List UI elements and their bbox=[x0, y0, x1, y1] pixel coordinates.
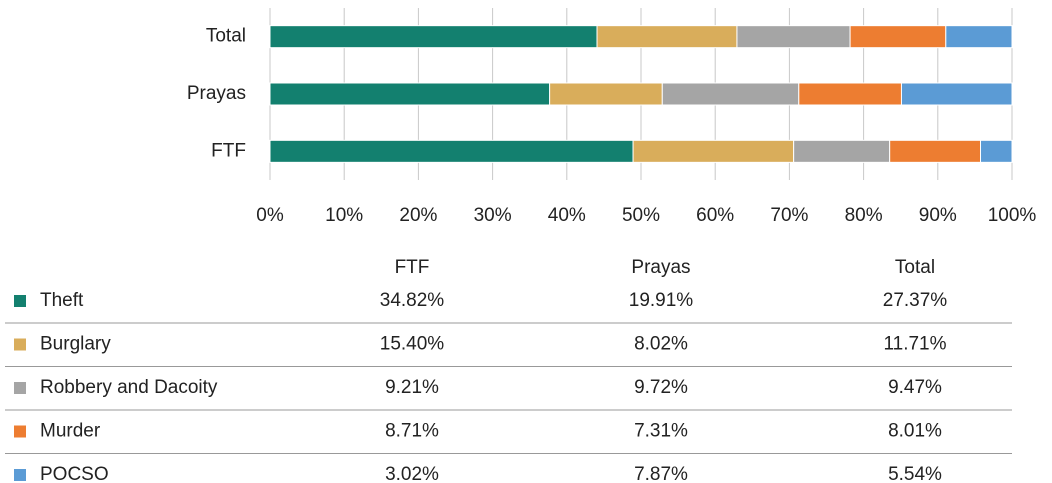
bar-segment bbox=[632, 139, 795, 163]
bar-segment bbox=[980, 139, 1013, 163]
legend-swatch bbox=[14, 425, 26, 438]
bar-segment bbox=[549, 82, 663, 106]
table-cell: 9.21% bbox=[385, 377, 439, 398]
legend-label: Theft bbox=[40, 290, 84, 311]
x-tick-label: 30% bbox=[474, 205, 512, 226]
bar-segment bbox=[269, 25, 598, 49]
bar-segment bbox=[269, 82, 551, 106]
x-tick-label: 100% bbox=[988, 205, 1037, 226]
bar-segment bbox=[889, 139, 982, 163]
legend-swatch bbox=[14, 469, 26, 481]
bar-segment bbox=[269, 139, 634, 163]
bar-segment bbox=[900, 82, 1013, 106]
table-header: Total bbox=[895, 257, 935, 278]
table-cell: 19.91% bbox=[629, 290, 694, 311]
legend-label: Robbery and Dacoity bbox=[40, 377, 218, 398]
x-tick-label: 20% bbox=[399, 205, 437, 226]
legend-label: Murder bbox=[40, 421, 101, 442]
table-header: Prayas bbox=[631, 257, 690, 278]
bar-segment bbox=[849, 25, 947, 49]
x-tick-label: 70% bbox=[770, 205, 808, 226]
x-tick-label: 50% bbox=[622, 205, 660, 226]
table-cell: 11.71% bbox=[883, 334, 946, 355]
x-tick-label: 80% bbox=[845, 205, 883, 226]
bar-segment bbox=[596, 25, 738, 49]
table-cell: 8.01% bbox=[888, 421, 942, 442]
table-cell: 34.82% bbox=[380, 290, 445, 311]
legend-swatch bbox=[14, 338, 26, 351]
table-cell: 15.40% bbox=[380, 334, 445, 355]
table-cell: 9.47% bbox=[888, 377, 942, 398]
x-tick-label: 40% bbox=[548, 205, 586, 226]
y-tick-label: Total bbox=[206, 26, 246, 47]
table-cell: 7.87% bbox=[634, 464, 688, 483]
legend-swatch bbox=[14, 382, 26, 394]
table-cell: 8.02% bbox=[634, 334, 688, 355]
table-cell: 9.72% bbox=[634, 377, 688, 398]
x-tick-label: 90% bbox=[919, 205, 957, 226]
bar-segment bbox=[945, 25, 1013, 49]
table-cell: 27.37% bbox=[883, 290, 948, 311]
x-tick-label: 60% bbox=[696, 205, 734, 226]
bar-segment bbox=[798, 82, 902, 106]
table-cell: 8.71% bbox=[385, 421, 439, 442]
bar-segment bbox=[793, 139, 891, 163]
y-tick-label: Prayas bbox=[187, 83, 246, 104]
table-cell: 5.54% bbox=[888, 464, 942, 483]
bar-segment bbox=[736, 25, 851, 49]
table-cell: 3.02% bbox=[385, 464, 439, 483]
legend-label: Burglary bbox=[40, 334, 111, 355]
x-tick-label: 0% bbox=[256, 205, 284, 226]
legend-label: POCSO bbox=[40, 464, 109, 483]
table-cell: 7.31% bbox=[634, 421, 688, 442]
table-header: FTF bbox=[395, 257, 430, 278]
legend-swatch bbox=[14, 295, 26, 307]
x-tick-label: 10% bbox=[325, 205, 363, 226]
y-tick-label: FTF bbox=[211, 140, 246, 161]
bar-segment bbox=[661, 82, 800, 106]
